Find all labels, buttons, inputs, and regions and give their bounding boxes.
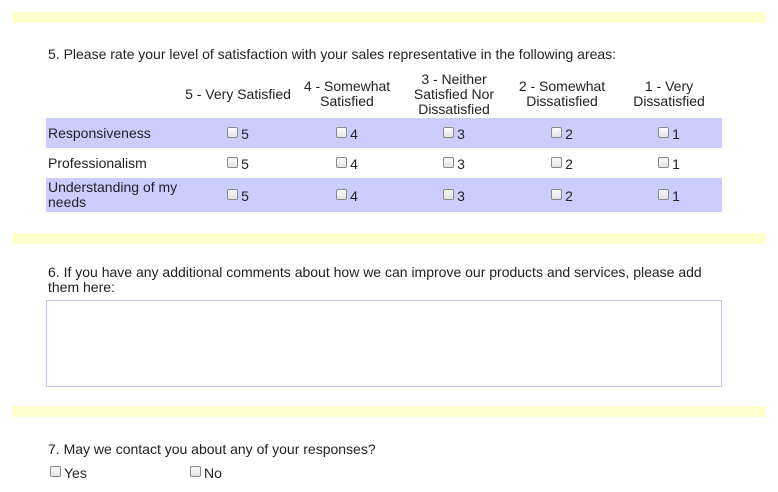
option-checkbox[interactable] <box>551 156 563 168</box>
column-header: 1 - Very Dissatisfied <box>616 70 722 118</box>
satisfaction-matrix: 5 - Very Satisfied 4 - Somewhat Satisfied… <box>46 70 722 212</box>
yes-label: Yes <box>64 465 87 481</box>
option-cell: 4 <box>294 178 400 212</box>
option-label: 1 <box>672 187 680 204</box>
section-divider-middle <box>12 233 766 244</box>
column-header-line: Satisfied <box>320 93 374 109</box>
option-label: 5 <box>241 187 249 204</box>
option-cell: 5 <box>182 118 294 148</box>
yes-checkbox[interactable] <box>50 466 61 477</box>
option-checkbox[interactable] <box>658 126 670 138</box>
option-label: 5 <box>241 155 249 172</box>
option-checkbox[interactable] <box>658 188 670 200</box>
option-cell: 2 <box>508 118 616 148</box>
option-label: 5 <box>241 125 249 142</box>
option-label: 2 <box>565 125 573 142</box>
option-checkbox[interactable] <box>551 126 563 138</box>
column-header: 4 - Somewhat Satisfied <box>294 70 400 118</box>
matrix-row-professionalism: Professionalism 5 4 3 2 1 <box>46 148 722 178</box>
option-cell: 1 <box>616 148 722 178</box>
column-header-line: Dissatisfied <box>418 100 490 117</box>
matrix-corner <box>46 70 182 118</box>
column-header-line: Dissatisfied <box>633 93 705 109</box>
option-checkbox[interactable] <box>227 156 239 168</box>
no-label: No <box>204 465 222 481</box>
option-label: 4 <box>350 187 358 204</box>
option-label: 3 <box>457 125 465 142</box>
option-checkbox[interactable] <box>443 156 455 168</box>
option-cell: 4 <box>294 118 400 148</box>
option-cell: 3 <box>400 178 508 212</box>
comments-textarea[interactable] <box>46 300 722 387</box>
column-header: 2 - Somewhat Dissatisfied <box>508 70 616 118</box>
option-checkbox[interactable] <box>658 156 670 168</box>
option-checkbox[interactable] <box>443 126 455 138</box>
option-checkbox[interactable] <box>336 126 348 138</box>
matrix-header-row: 5 - Very Satisfied 4 - Somewhat Satisfied… <box>46 70 722 118</box>
option-label: 2 <box>565 187 573 204</box>
option-cell: 1 <box>616 118 722 148</box>
option-cell: 5 <box>182 178 294 212</box>
row-label: Responsiveness <box>46 118 182 148</box>
option-cell: 1 <box>616 178 722 212</box>
column-header: 5 - Very Satisfied <box>182 70 294 118</box>
option-label: 1 <box>672 155 680 172</box>
column-header: 3 - Neither Satisfied Nor Dissatisfied <box>400 70 508 118</box>
option-label: 2 <box>565 155 573 172</box>
option-cell: 3 <box>400 118 508 148</box>
option-checkbox[interactable] <box>336 156 348 168</box>
column-header-line: Satisfied Nor <box>413 85 495 102</box>
section-divider-bottom <box>12 406 766 417</box>
option-label: 1 <box>672 125 680 142</box>
option-cell: 2 <box>508 148 616 178</box>
column-header-line: Dissatisfied <box>526 93 598 109</box>
matrix-row-understanding: Understanding of my needs 5 4 3 2 1 <box>46 178 722 212</box>
option-checkbox[interactable] <box>336 188 348 200</box>
option-checkbox[interactable] <box>443 188 455 200</box>
q7-question: 7. May we contact you about any of your … <box>48 441 376 457</box>
column-header-line: 4 - Somewhat <box>303 78 391 94</box>
option-label: 4 <box>350 155 358 172</box>
option-cell: 3 <box>400 148 508 178</box>
option-checkbox[interactable] <box>227 126 239 138</box>
column-header-line: 3 - Neither <box>421 70 487 87</box>
column-header-line: 2 - Somewhat <box>518 78 606 94</box>
option-checkbox[interactable] <box>551 188 563 200</box>
option-label: 3 <box>457 155 465 172</box>
row-label: Understanding of my needs <box>46 178 182 212</box>
option-cell: 5 <box>182 148 294 178</box>
q6-question: 6. If you have any additional comments a… <box>48 264 702 295</box>
column-header-line: 5 - Very Satisfied <box>185 85 291 102</box>
option-label: 4 <box>350 125 358 142</box>
matrix-row-responsiveness: Responsiveness 5 4 3 2 1 <box>46 118 722 148</box>
column-header-line: 1 - Very <box>644 78 694 94</box>
row-label: Professionalism <box>48 154 147 171</box>
section-divider-top <box>12 12 766 23</box>
q5-question: 5. Please rate your level of satisfactio… <box>48 46 617 62</box>
option-cell: 2 <box>508 178 616 212</box>
option-checkbox[interactable] <box>227 188 239 200</box>
option-label: 3 <box>457 187 465 204</box>
contact-option-no[interactable]: No <box>190 463 222 481</box>
option-cell: 4 <box>294 148 400 178</box>
contact-option-yes[interactable]: Yes <box>50 463 87 481</box>
no-checkbox[interactable] <box>190 466 201 477</box>
